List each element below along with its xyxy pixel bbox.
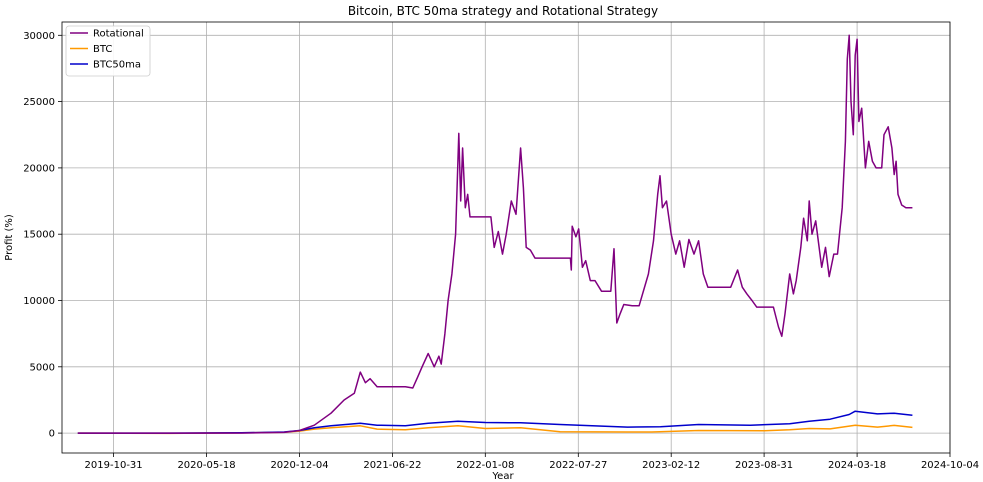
x-tick-label: 2020-05-18 bbox=[177, 460, 235, 471]
y-tick-label: 10000 bbox=[23, 296, 55, 307]
series-line-btc50ma bbox=[77, 410, 913, 434]
x-tick-label: 2023-08-31 bbox=[735, 460, 793, 471]
x-axis: 2019-10-31 2020-05-18 2020-12-04 2021-06-22… bbox=[85, 453, 979, 471]
x-tick-label: 2022-01-08 bbox=[456, 460, 514, 471]
x-tick-label: 2024-10-04 bbox=[921, 460, 979, 471]
series-line-rotational bbox=[77, 34, 913, 434]
x-tick-label: 2019-10-31 bbox=[85, 460, 143, 471]
y-tick-label: 30000 bbox=[23, 31, 55, 42]
legend: Rotational BTC BTC50ma bbox=[65, 25, 151, 77]
plot-area-frame bbox=[61, 21, 951, 454]
y-axis: 0 5000 10000 15000 20000 25000 30000 bbox=[23, 31, 62, 440]
y-axis-title: Profit (%) bbox=[4, 214, 15, 261]
legend-label-rotational: Rotational bbox=[93, 29, 144, 40]
series-layer bbox=[77, 34, 913, 435]
x-axis-title: Year bbox=[491, 471, 514, 482]
x-tick-label: 2024-03-18 bbox=[828, 460, 886, 471]
y-tick-label: 20000 bbox=[23, 163, 55, 174]
legend-label-btc: BTC bbox=[93, 44, 112, 55]
x-tick-label: 2023-02-12 bbox=[642, 460, 700, 471]
chart-title: Bitcoin, BTC 50ma strategy and Rotationa… bbox=[348, 4, 658, 18]
y-tick-label: 5000 bbox=[30, 362, 55, 373]
y-tick-label: 25000 bbox=[23, 97, 55, 108]
x-tick-label: 2020-12-04 bbox=[270, 460, 328, 471]
y-tick-label: 15000 bbox=[23, 230, 55, 241]
x-tick-label: 2021-06-22 bbox=[363, 460, 421, 471]
y-tick-label: 0 bbox=[49, 429, 55, 440]
legend-label-btc50ma: BTC50ma bbox=[93, 60, 141, 71]
x-tick-label: 2022-07-27 bbox=[549, 460, 607, 471]
